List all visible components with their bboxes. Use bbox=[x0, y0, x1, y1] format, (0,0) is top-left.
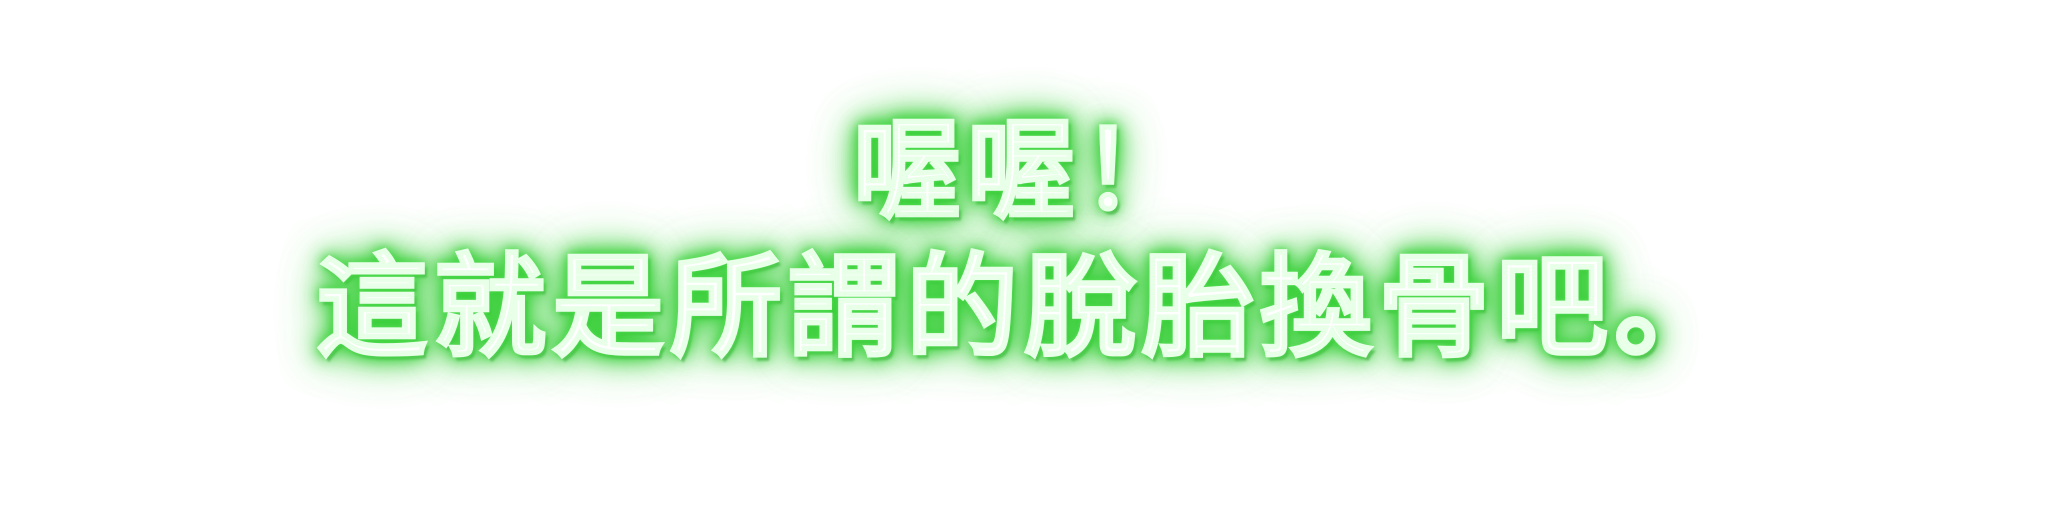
caption-line-1: 喔喔！ bbox=[852, 109, 1195, 234]
subtitle-caption: 喔喔！ 這就是所謂的脫胎換骨吧。 bbox=[0, 109, 2048, 373]
caption-line-2: 這就是所謂的脫胎換骨吧。 bbox=[315, 243, 1732, 373]
